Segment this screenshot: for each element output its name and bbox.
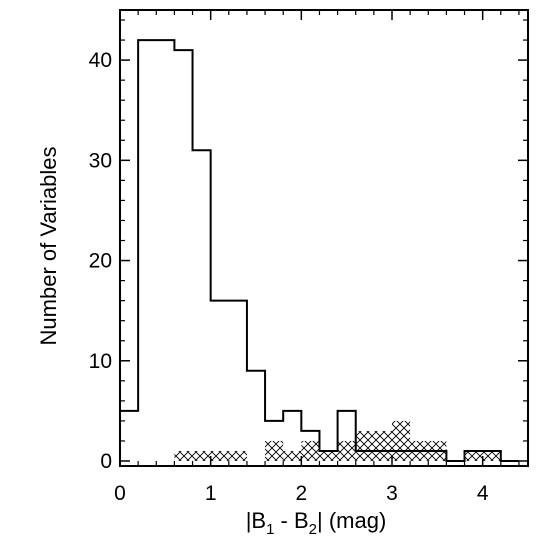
x-tick-label-4: 4: [477, 482, 489, 505]
x-axis-title-mid: - B: [274, 508, 308, 533]
y-tick-label-3: 30: [89, 149, 112, 172]
hatched-bar-9: [355, 430, 374, 461]
outline-histogram-line: [119, 39, 519, 462]
hatched-bar-3: [228, 450, 247, 461]
x-tick-label-3: 3: [386, 482, 398, 505]
axis-ticks: [119, 10, 528, 466]
hatched-bar-4: [265, 440, 284, 461]
hatched-bar-2: [210, 450, 229, 461]
y-axis-title: Number of Variables: [36, 147, 61, 346]
hatched-bar-8: [337, 440, 356, 461]
hatched-bar-7: [319, 450, 338, 461]
x-axis-title-prefix: |B: [246, 508, 266, 533]
x-tick-label-1: 1: [205, 482, 217, 505]
hatched-bar-0: [174, 450, 193, 461]
hatched-bar-11: [392, 420, 411, 461]
hatched-bar-1: [192, 450, 211, 461]
y-tick-label-0: 0: [100, 450, 112, 473]
x-axis-title: |B1 - B2| (mag): [246, 508, 387, 538]
y-tick-label-1: 10: [89, 350, 112, 373]
x-axis-title-sub2: 2: [309, 521, 317, 538]
x-axis-title-suffix: | (mag): [317, 508, 386, 533]
hatched-bar-15: [482, 450, 501, 461]
hatched-bar-6: [301, 440, 320, 461]
plot-frame: [119, 9, 529, 467]
hatched-bar-5: [283, 450, 302, 461]
x-tick-labels: 0 1 2 3 4: [114, 482, 489, 505]
x-tick-label-0: 0: [114, 482, 126, 505]
y-tick-labels: 0 10 20 30 40: [89, 49, 112, 473]
x-tick-label-2: 2: [295, 482, 307, 505]
hatched-bar-14: [464, 450, 483, 461]
hatched-bar-10: [373, 430, 392, 461]
y-tick-label-2: 20: [89, 250, 112, 273]
x-axis-title-sub1: 1: [266, 521, 274, 538]
y-tick-label-4: 40: [89, 49, 112, 72]
